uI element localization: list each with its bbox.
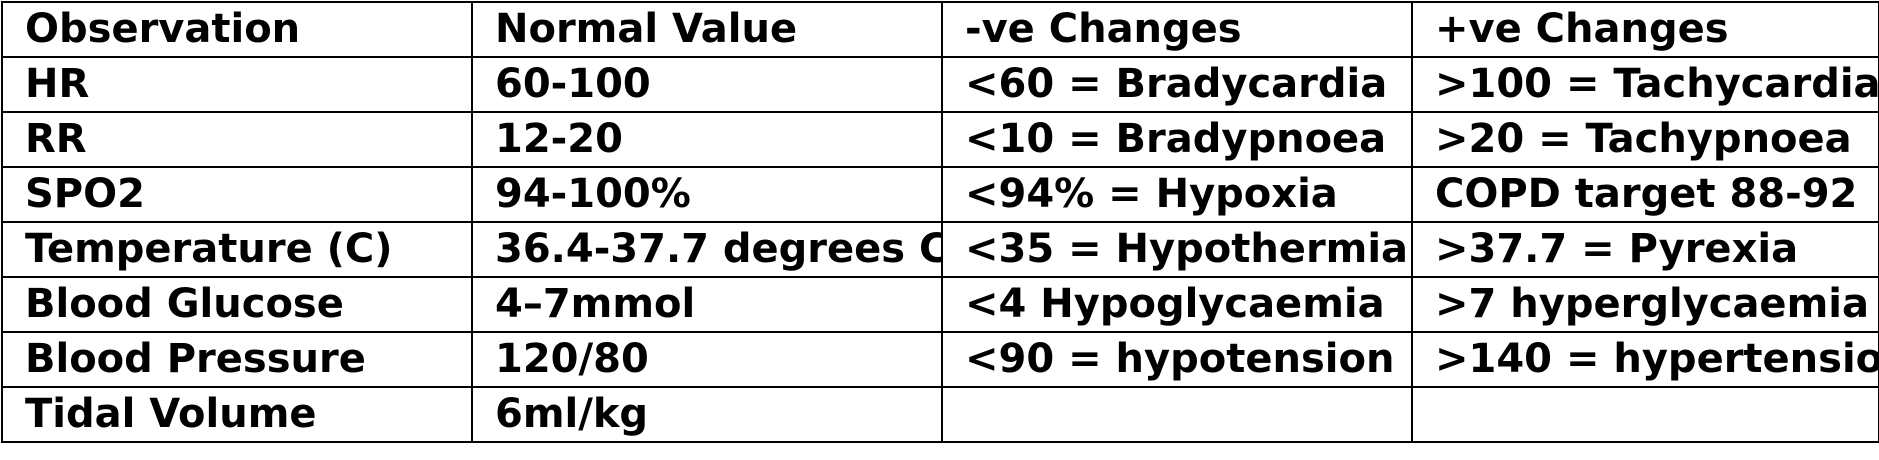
table-cell: <35 = Hypothermia xyxy=(941,221,1413,278)
table-row: Temperature (C) 36.4-37.7 degrees C <35 … xyxy=(1,221,1879,278)
table-cell: 12-20 xyxy=(471,111,943,168)
header-cell-normal-value: Normal Value xyxy=(471,1,943,58)
table-cell: Temperature (C) xyxy=(1,221,473,278)
table-cell: Blood Glucose xyxy=(1,276,473,333)
table-cell: <60 = Bradycardia xyxy=(941,56,1413,113)
table-row: RR 12-20 <10 = Bradypnoea >20 = Tachypno… xyxy=(1,111,1879,168)
table-cell: >7 hyperglycaemia xyxy=(1411,276,1879,333)
header-cell-negative-changes: -ve Changes xyxy=(941,1,1413,58)
table-cell: <94% = Hypoxia xyxy=(941,166,1413,223)
table-row: HR 60-100 <60 = Bradycardia >100 = Tachy… xyxy=(1,56,1879,113)
table-cell: >100 = Tachycardia xyxy=(1411,56,1879,113)
table-row: Tidal Volume 6ml/kg xyxy=(1,386,1879,443)
table-cell: 6ml/kg xyxy=(471,386,943,443)
table-cell: HR xyxy=(1,56,473,113)
table-cell: <90 = hypotension xyxy=(941,331,1413,388)
table-row: Blood Pressure 120/80 <90 = hypotension … xyxy=(1,331,1879,388)
table-cell: >20 = Tachypnoea xyxy=(1411,111,1879,168)
table-cell: <4 Hypoglycaemia xyxy=(941,276,1413,333)
table-cell: >140 = hypertension xyxy=(1411,331,1879,388)
observations-table: Observation Normal Value -ve Changes +ve… xyxy=(1,1,1879,443)
table-cell: 94-100% xyxy=(471,166,943,223)
table-cell: >37.7 = Pyrexia xyxy=(1411,221,1879,278)
header-row: Observation Normal Value -ve Changes +ve… xyxy=(1,1,1879,58)
table-cell: <10 = Bradypnoea xyxy=(941,111,1413,168)
table-cell: Tidal Volume xyxy=(1,386,473,443)
table-cell xyxy=(1411,386,1879,443)
table-cell: Blood Pressure xyxy=(1,331,473,388)
table-cell: 4–7mmol xyxy=(471,276,943,333)
table-cell xyxy=(941,386,1413,443)
table-cell: 60-100 xyxy=(471,56,943,113)
table-cell: RR xyxy=(1,111,473,168)
table-cell: COPD target 88-92 xyxy=(1411,166,1879,223)
header-cell-positive-changes: +ve Changes xyxy=(1411,1,1879,58)
header-cell-observation: Observation xyxy=(1,1,473,58)
table-cell: 120/80 xyxy=(471,331,943,388)
table-row: Blood Glucose 4–7mmol <4 Hypoglycaemia >… xyxy=(1,276,1879,333)
table-cell: SPO2 xyxy=(1,166,473,223)
table-cell: 36.4-37.7 degrees C xyxy=(471,221,943,278)
table-row: SPO2 94-100% <94% = Hypoxia COPD target … xyxy=(1,166,1879,223)
